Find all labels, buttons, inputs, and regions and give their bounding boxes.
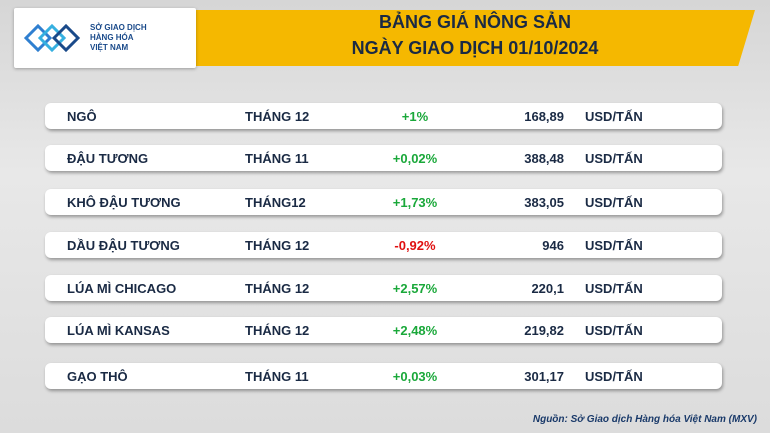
product: GẠO THÔ <box>67 369 128 384</box>
unit: USD/TẤN <box>585 195 643 210</box>
change: -0,92% <box>394 238 436 253</box>
logo-text: SỞ GIAO DỊCH <box>90 23 147 32</box>
logo-text: HÀNG HÓA <box>90 33 134 42</box>
unit: USD/TẤN <box>585 151 643 166</box>
unit: USD/TẤN <box>585 109 643 124</box>
month: THÁNG 12 <box>245 281 310 296</box>
header-band <box>195 10 755 66</box>
product: ĐẬU TƯƠNG <box>67 151 149 166</box>
price: 220,1 <box>531 281 564 296</box>
price: 219,82 <box>524 323 564 338</box>
product: DẦU ĐẬU TƯƠNG <box>67 238 180 253</box>
logo-icon <box>23 23 81 53</box>
product: LÚA MÌ CHICAGO <box>67 281 177 296</box>
unit: USD/TẤN <box>585 369 643 384</box>
month: THÁNG 12 <box>245 238 310 253</box>
table-row: ĐẬU TƯƠNG THÁNG 11 +0,02% 388,48 USD/TẤN <box>45 145 722 171</box>
table-row: NGÔ THÁNG 12 +1% 168,89 USD/TẤN <box>45 103 722 129</box>
product: KHÔ ĐẬU TƯƠNG <box>67 195 181 210</box>
product: NGÔ <box>67 109 97 124</box>
price: 946 <box>542 238 564 253</box>
month: THÁNG 11 <box>245 369 309 384</box>
table-row: LÚA MÌ CHICAGO THÁNG 12 +2,57% 220,1 USD/TẤN <box>45 275 722 301</box>
change: +2,57% <box>392 281 438 296</box>
source: Nguồn: Sở Giao dịch Hàng hóa Việt Nam (M… <box>532 414 757 425</box>
month: THÁNG 11 <box>245 151 309 166</box>
month: THÁNG 12 <box>245 109 310 124</box>
table-row: DẦU ĐẬU TƯƠNG THÁNG 12 -0,92% 946 USD/TẤN <box>45 232 722 258</box>
title: NGÀY GIAO DỊCH 01/10/2024 <box>351 38 599 58</box>
logo: SỞ GIAO DỊCH HÀNG HÓA VIỆT NAM <box>14 8 196 68</box>
month: THÁNG12 <box>245 195 306 210</box>
table-row: GẠO THÔ THÁNG 11 +0,03% 301,17 USD/TẤN <box>45 363 722 389</box>
unit: USD/TẤN <box>585 238 643 253</box>
table-row: KHÔ ĐẬU TƯƠNG THÁNG12 +1,73% 383,05 USD/TẤN <box>45 189 722 215</box>
change: +1,73% <box>392 195 438 210</box>
unit: USD/TẤN <box>585 281 643 296</box>
title: BẢNG GIÁ NÔNG SẢN <box>378 12 571 32</box>
price: 388,48 <box>524 151 564 166</box>
change: +2,48% <box>392 323 438 338</box>
product: LÚA MÌ KANSAS <box>67 323 170 338</box>
logo-text: VIỆT NAM <box>90 43 129 52</box>
month: THÁNG 12 <box>245 323 310 338</box>
table-row: LÚA MÌ KANSAS THÁNG 12 +2,48% 219,82 USD/TẤN <box>45 317 722 343</box>
price: 301,17 <box>524 369 564 384</box>
price: 168,89 <box>524 109 564 124</box>
change: +0,02% <box>392 151 438 166</box>
change: +1% <box>401 109 429 124</box>
price: 383,05 <box>524 195 564 210</box>
unit: USD/TẤN <box>585 323 643 338</box>
change: +0,03% <box>392 369 438 384</box>
